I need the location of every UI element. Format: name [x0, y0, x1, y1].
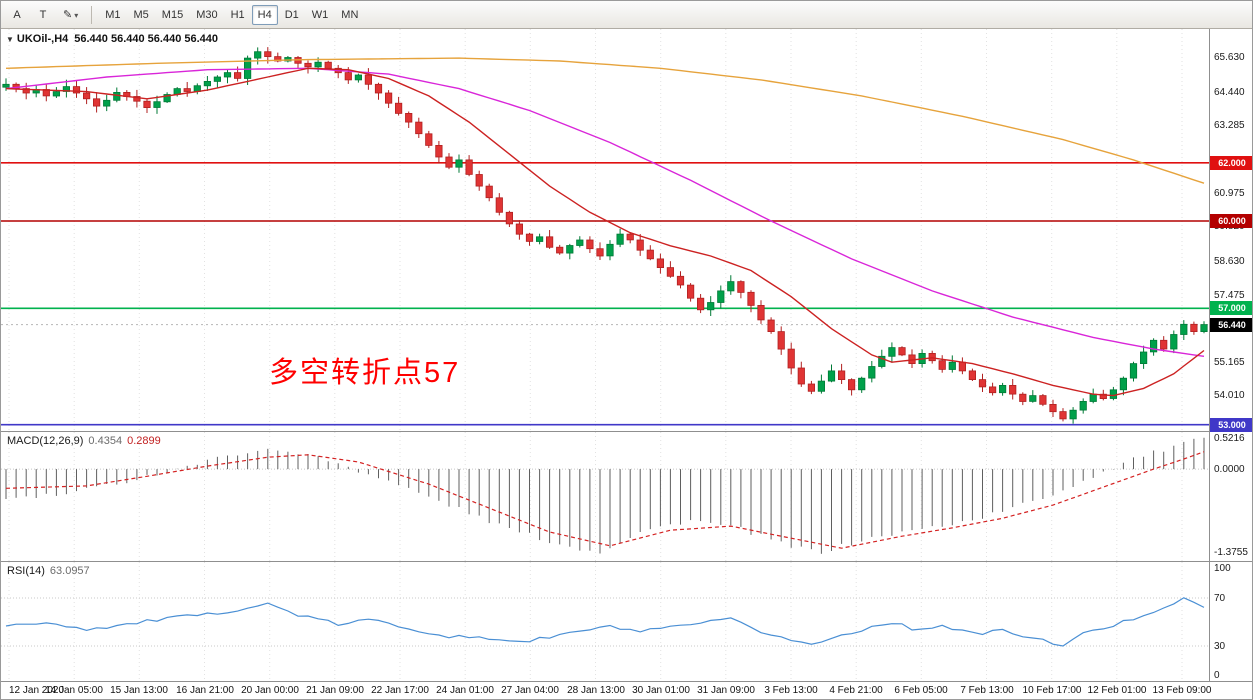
timeframe-button-h4[interactable]: H4	[251, 4, 278, 25]
chart-text-annotation: 多空转折点57	[269, 357, 461, 389]
chart-title: ▼ UKOil-,H4 56.440 56.440 56.440 56.440	[6, 33, 218, 45]
macd-label: MACD(12,26,9) 0.4354 0.2899	[7, 435, 161, 447]
price-axis-tick: 54.010	[1214, 390, 1245, 401]
timeframe-button-m30[interactable]: M30	[190, 5, 223, 25]
time-axis-label: 12 Jan 2020	[9, 685, 65, 696]
rsi-axis-tick: 100	[1214, 563, 1231, 574]
price-axis-tick: 63.285	[1214, 120, 1245, 131]
arrow-tool-button[interactable]: A	[5, 5, 29, 25]
timeframe-button-m15[interactable]: M15	[156, 5, 189, 25]
timeframe-button-w1[interactable]: W1	[306, 5, 335, 25]
timeframe-button-m5[interactable]: M5	[128, 5, 155, 25]
time-axis-label: 22 Jan 17:00	[371, 685, 429, 696]
time-axis-label: 21 Jan 09:00	[306, 685, 364, 696]
current-price-badge: 56.440	[1210, 318, 1252, 332]
time-axis-label: 20 Jan 00:00	[241, 685, 299, 696]
rsi-canvas[interactable]	[1, 562, 1209, 682]
price-chart-canvas[interactable]	[1, 29, 1209, 432]
time-axis-label: 14 Jan 05:00	[45, 685, 103, 696]
time-axis-label: 31 Jan 09:00	[697, 685, 755, 696]
rsi-axis-tick: 30	[1214, 641, 1226, 652]
time-axis-label: 30 Jan 01:00	[632, 685, 690, 696]
macd-axis-tick: -1.3755	[1214, 547, 1248, 558]
rsi-indicator-panel: RSI(14) 63.0957 100 70 30 0	[1, 562, 1252, 682]
macd-axis[interactable]: 0.5216 0.0000 -1.3755	[1209, 432, 1252, 561]
time-axis[interactable]: 12 Jan 2020 14 Jan 05:00 15 Jan 13:00 16 Ja…	[1, 682, 1252, 699]
level-price-badge: 57.000	[1210, 301, 1252, 315]
macd-main-value: 0.4354	[88, 435, 123, 447]
ohlc-values-label: 56.440 56.440 56.440 56.440	[74, 33, 219, 45]
symbol-timeframe-label: UKOil-,H4	[16, 33, 69, 45]
price-axis-tick: 65.630	[1214, 52, 1245, 63]
toolbar-separator	[91, 5, 93, 24]
time-axis-label: 16 Jan 21:00	[176, 685, 234, 696]
macd-signal-value: 0.2899	[127, 435, 161, 447]
macd-axis-tick: 0.0000	[1214, 464, 1245, 475]
level-price-badge: 60.000	[1210, 214, 1252, 228]
pencil-icon: ✎	[63, 8, 73, 21]
price-axis-tick: 58.630	[1214, 256, 1245, 267]
rsi-axis-tick: 70	[1214, 593, 1226, 604]
rsi-axis-tick: 0	[1214, 670, 1220, 681]
timeframe-button-mn[interactable]: MN	[335, 5, 364, 25]
price-axis-tick: 57.475	[1214, 290, 1245, 301]
rsi-axis[interactable]: 100 70 30 0	[1209, 562, 1252, 681]
price-axis[interactable]: 65.63064.44063.28560.97559.82058.63057.4…	[1209, 29, 1252, 432]
macd-indicator-panel: MACD(12,26,9) 0.4354 0.2899 0.5216 0.0000 -1…	[1, 432, 1252, 562]
symbol-dropdown-icon[interactable]: ▼	[6, 35, 14, 44]
rsi-label: RSI(14) 63.0957	[7, 565, 90, 577]
time-axis-label: 24 Jan 01:00	[436, 685, 494, 696]
timeframe-button-h1[interactable]: H1	[225, 5, 251, 25]
macd-canvas[interactable]	[1, 432, 1209, 562]
price-axis-tick: 55.165	[1214, 357, 1245, 368]
time-axis-label: 13 Feb 09:00	[1152, 685, 1212, 696]
price-axis-tick: 64.440	[1214, 87, 1245, 98]
price-chart-panel: ▼ UKOil-,H4 56.440 56.440 56.440 56.440 多空…	[1, 29, 1252, 432]
macd-axis-tick: 0.5216	[1214, 433, 1245, 444]
rsi-name: RSI(14)	[7, 565, 45, 577]
timeframe-button-group: M1 M5 M15 M30 H1 H4 D1 W1 MN	[99, 4, 364, 25]
time-axis-label: 4 Feb 21:00	[829, 685, 883, 696]
rsi-value: 63.0957	[49, 565, 90, 577]
text-tool-button[interactable]: T	[31, 5, 55, 25]
timeframe-button-m1[interactable]: M1	[99, 5, 126, 25]
level-price-badge: 62.000	[1210, 156, 1252, 170]
time-axis-label: 10 Feb 17:00	[1022, 685, 1082, 696]
time-axis-label: 27 Jan 04:00	[501, 685, 559, 696]
price-axis-tick: 60.975	[1214, 188, 1245, 199]
time-axis-label: 7 Feb 13:00	[960, 685, 1014, 696]
level-price-badge: 53.000	[1210, 418, 1252, 432]
macd-name: MACD(12,26,9)	[7, 435, 84, 447]
main-toolbar: A T ✎ ▾ M1 M5 M15 M30 H1 H4 D1 W1 MN	[1, 1, 1252, 29]
time-axis-label: 3 Feb 13:00	[764, 685, 818, 696]
time-axis-label: 28 Jan 13:00	[567, 685, 625, 696]
timeframe-button-d1[interactable]: D1	[279, 5, 305, 25]
chevron-down-icon: ▾	[74, 10, 79, 20]
time-axis-label: 6 Feb 05:00	[894, 685, 948, 696]
time-axis-label: 15 Jan 13:00	[110, 685, 168, 696]
time-axis-label: 12 Feb 01:00	[1087, 685, 1147, 696]
draw-tool-button[interactable]: ✎ ▾	[57, 5, 84, 25]
